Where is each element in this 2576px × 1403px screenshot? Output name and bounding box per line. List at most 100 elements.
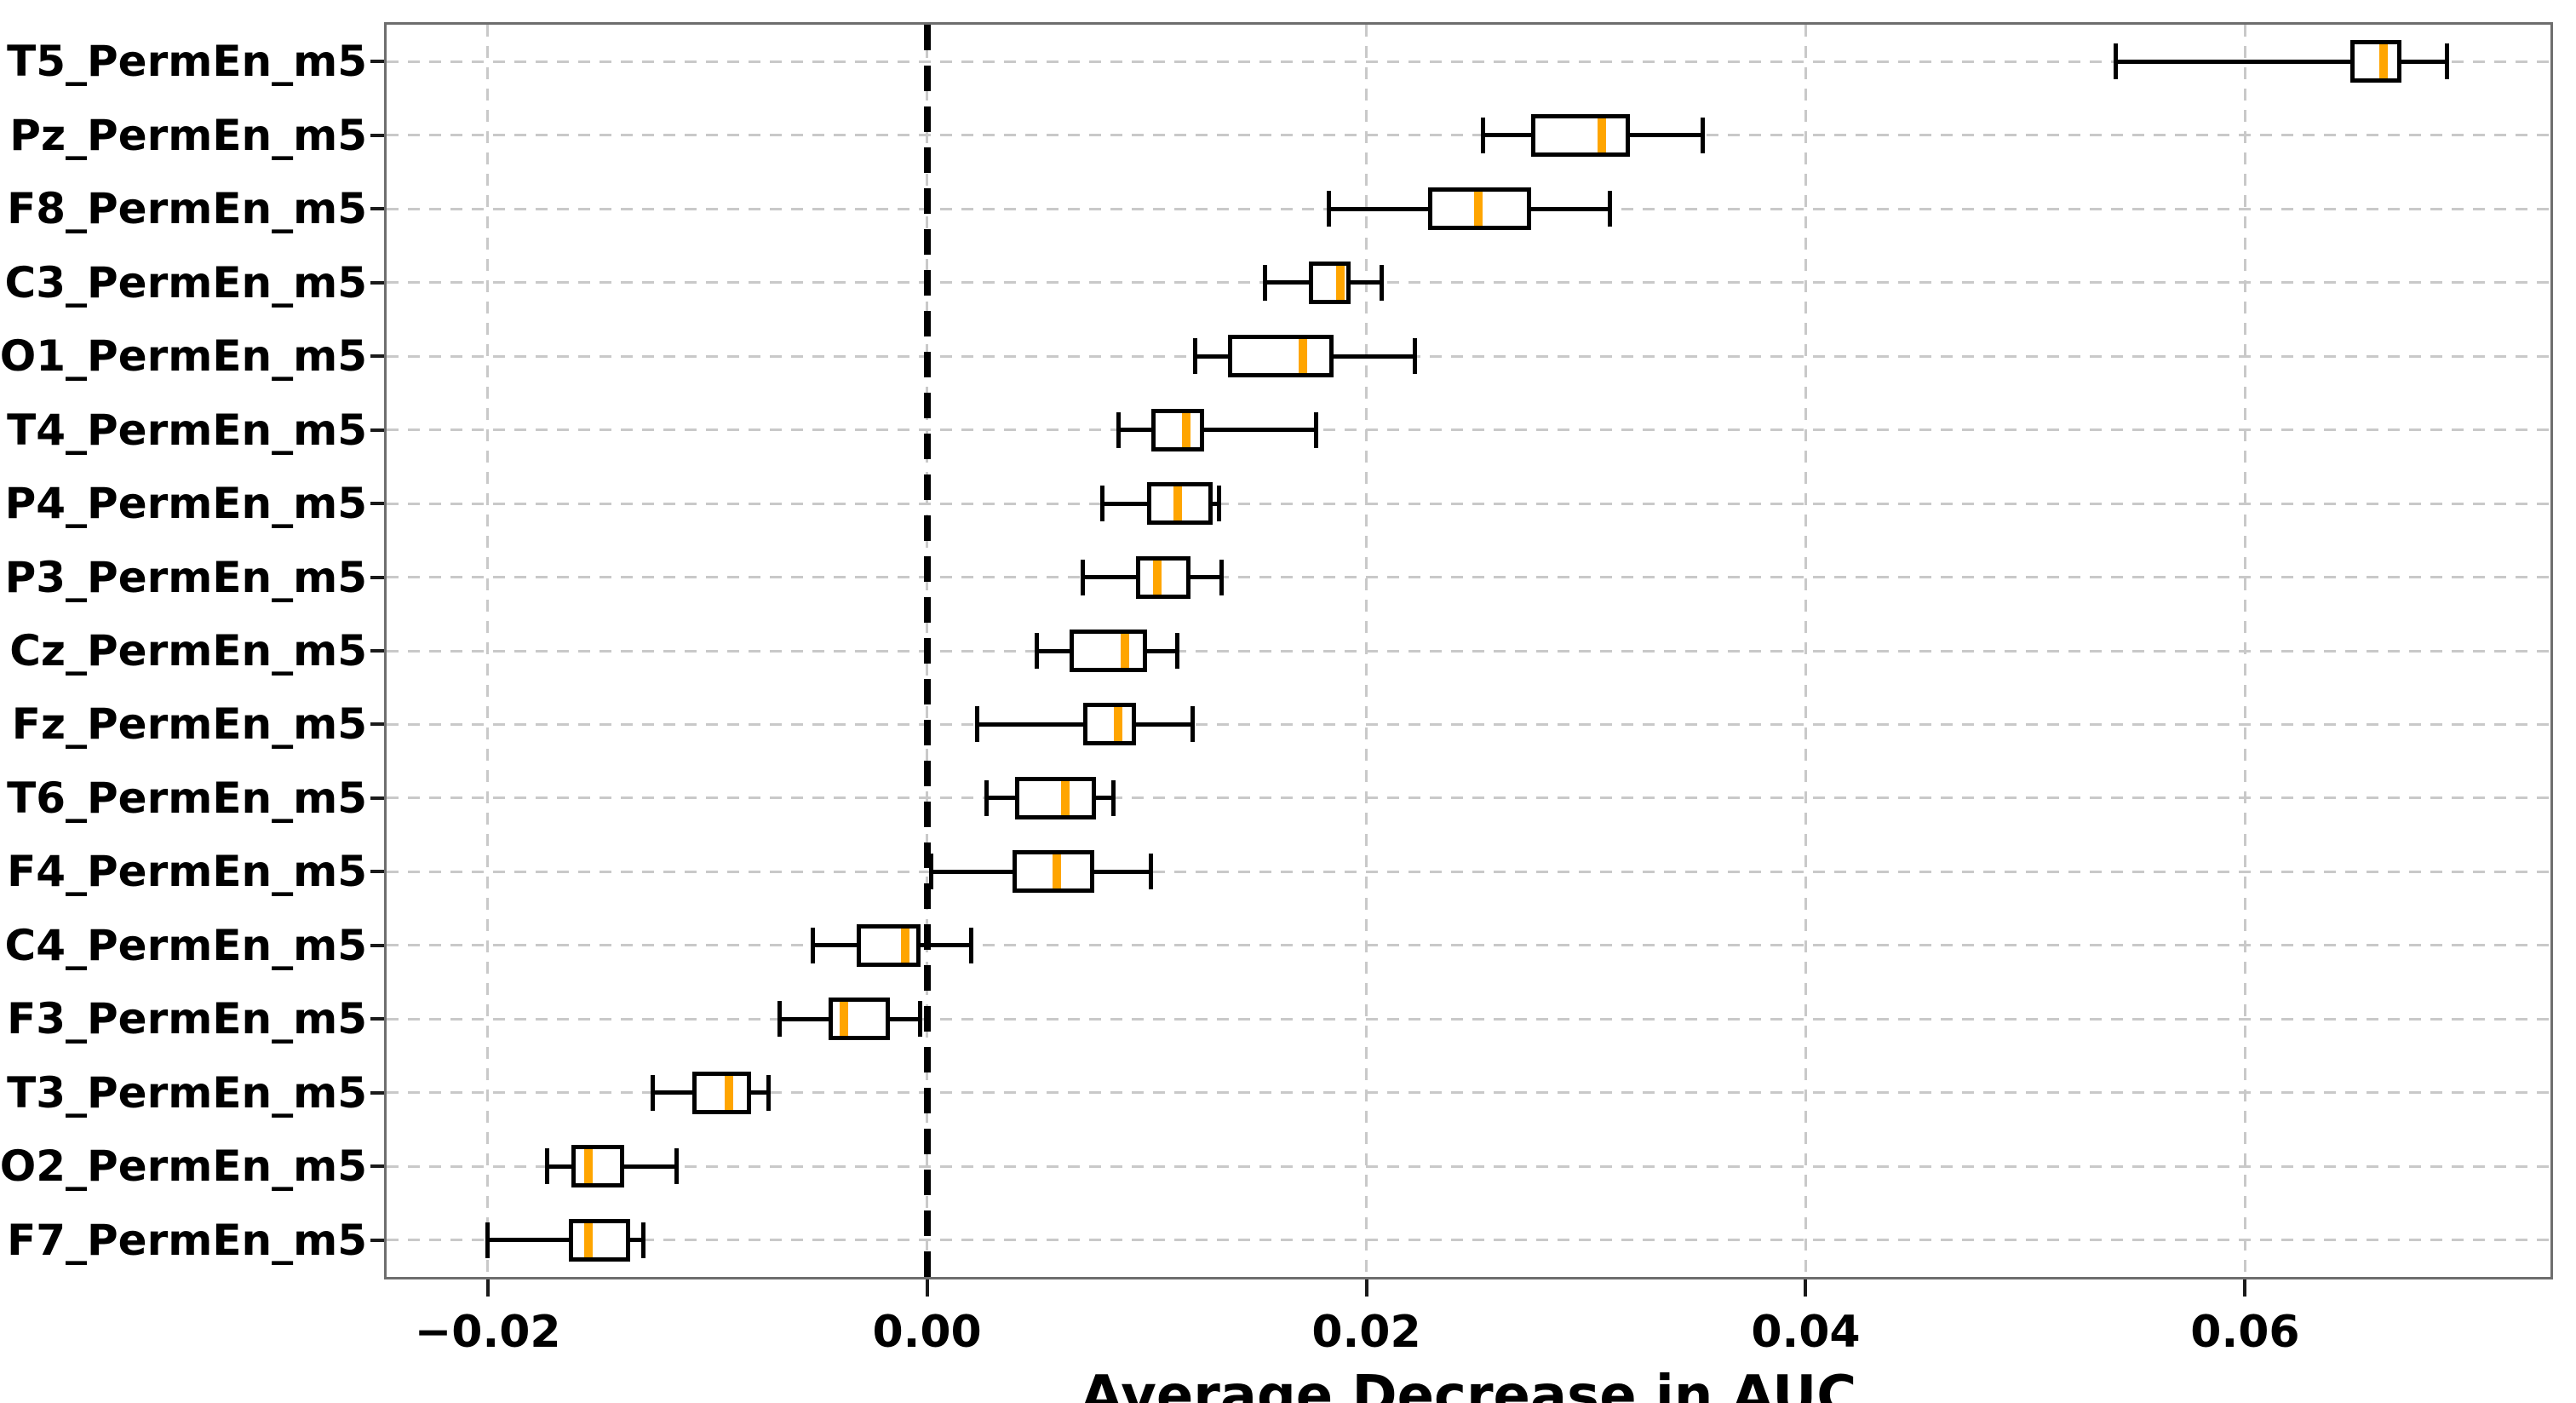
x-tick-label: −0.02 (414, 1307, 561, 1358)
box (1082, 703, 1136, 746)
whisker-cap-high (968, 927, 973, 963)
x-axis-title: Average Decrease in AUC (1080, 1365, 1857, 1403)
y-gridline (387, 1164, 2550, 1168)
median-line (1182, 412, 1190, 447)
whisker-cap-high (1149, 854, 1154, 890)
plot-area (384, 22, 2553, 1279)
x-tick-label: 0.06 (2190, 1307, 2300, 1358)
y-tick-mark (370, 60, 384, 64)
y-tick-mark (370, 1090, 384, 1095)
y-tick-mark (370, 722, 384, 727)
y-gridline (387, 796, 2550, 800)
y-tick-mark (370, 943, 384, 947)
whisker-cap-high (1380, 264, 1385, 301)
y-gridline (387, 1017, 2550, 1021)
y-tick-label: P4_PermEn_m5 (4, 479, 367, 529)
whisker-cap-low (1192, 338, 1197, 375)
y-tick-label: C4_PermEn_m5 (4, 920, 367, 970)
y-tick-label: C3_PermEn_m5 (4, 257, 367, 308)
whisker-cap-high (1190, 706, 1196, 743)
y-tick-label: T4_PermEn_m5 (7, 405, 367, 455)
whisker-line (2115, 59, 2447, 64)
x-tick-mark (1804, 1279, 1808, 1297)
median-line (584, 1149, 594, 1184)
median-line (1153, 560, 1162, 595)
y-tick-mark (370, 1164, 384, 1169)
y-gridline (387, 1239, 2550, 1242)
whisker-cap-high (2445, 43, 2450, 80)
whisker-cap-low (544, 1148, 549, 1185)
y-tick-label: F4_PermEn_m5 (7, 847, 367, 897)
median-line (1052, 854, 1061, 889)
y-tick-label: O2_PermEn_m5 (0, 1141, 367, 1192)
whisker-cap-low (650, 1074, 655, 1111)
median-line (1120, 634, 1129, 668)
y-tick-label: T6_PermEn_m5 (7, 773, 367, 823)
y-tick-mark (370, 280, 384, 285)
whisker-cap-low (777, 1001, 783, 1038)
y-tick-label: P3_PermEn_m5 (4, 552, 367, 602)
whisker-cap-high (1111, 779, 1116, 816)
whisker-cap-high (1412, 338, 1417, 375)
y-tick-mark (370, 1017, 384, 1021)
whisker-cap-low (1100, 486, 1105, 522)
y-gridline (387, 870, 2550, 873)
y-tick-mark (370, 575, 384, 579)
whisker-cap-low (485, 1222, 491, 1258)
y-tick-mark (370, 870, 384, 874)
whisker-cap-high (918, 1001, 923, 1038)
zero-reference-line (923, 25, 931, 1277)
whisker-cap-high (641, 1222, 646, 1258)
whisker-cap-high (1700, 117, 1705, 153)
y-tick-label: Fz_PermEn_m5 (11, 699, 367, 750)
y-gridline (387, 649, 2550, 653)
box (857, 923, 921, 967)
whisker-cap-low (1116, 411, 1121, 448)
whisker-cap-low (984, 779, 989, 816)
y-gridline (387, 576, 2550, 579)
median-line (725, 1075, 734, 1110)
whisker-cap-high (1313, 411, 1318, 448)
box (2350, 40, 2401, 83)
y-tick-label: F7_PermEn_m5 (7, 1215, 367, 1265)
y-tick-label: T3_PermEn_m5 (7, 1067, 367, 1118)
whisker-cap-low (810, 927, 815, 963)
whisker-cap-low (975, 706, 980, 743)
y-gridline (387, 502, 2550, 505)
y-tick-label: T5_PermEn_m5 (7, 37, 367, 87)
y-gridline (387, 1091, 2550, 1095)
median-line (2378, 44, 2388, 79)
x-tick-label: 0.00 (872, 1307, 982, 1358)
y-tick-label: O1_PermEn_m5 (0, 331, 367, 382)
x-tick-mark (2243, 1279, 2247, 1297)
y-tick-mark (370, 1238, 384, 1242)
y-gridline (387, 281, 2550, 285)
median-line (584, 1222, 594, 1257)
median-line (1173, 486, 1182, 521)
y-gridline (387, 60, 2550, 63)
box (1228, 335, 1334, 378)
box (1070, 630, 1147, 672)
y-gridline (387, 134, 2550, 137)
y-tick-mark (370, 207, 384, 211)
y-tick-label: Cz_PermEn_m5 (9, 626, 367, 676)
x-tick-mark (925, 1279, 929, 1297)
box (1014, 776, 1097, 819)
y-gridline (387, 354, 2550, 358)
whisker-cap-low (1263, 264, 1268, 301)
y-gridline (387, 722, 2550, 726)
y-gridline (387, 428, 2550, 432)
whisker-cap-low (1035, 633, 1040, 669)
x-tick-mark (1364, 1279, 1368, 1297)
box (691, 1071, 752, 1114)
box (569, 1218, 631, 1262)
y-tick-mark (370, 649, 384, 653)
y-tick-label: F8_PermEn_m5 (7, 184, 367, 234)
whisker-line (487, 1238, 644, 1243)
whisker-line (1118, 428, 1317, 433)
y-tick-mark (370, 502, 384, 506)
median-line (1114, 707, 1123, 742)
median-line (1474, 192, 1483, 227)
y-tick-mark (370, 354, 384, 359)
